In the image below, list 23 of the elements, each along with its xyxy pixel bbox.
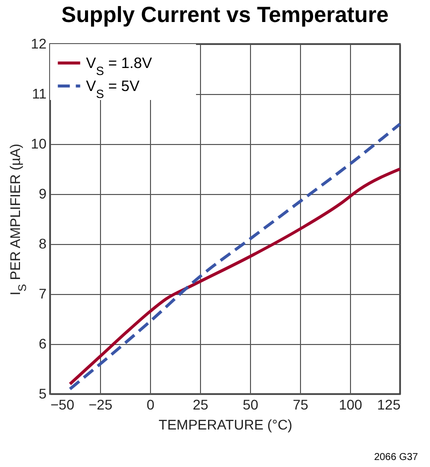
y-tick-label: 9: [38, 186, 47, 202]
y-tick-label: 10: [30, 136, 47, 152]
line-series: [68, 168, 402, 386]
y-tick-label: 7: [38, 286, 47, 302]
legend-label: V$_{S}$ = 1.8V: [86, 55, 152, 78]
x-tick-label: 50: [242, 396, 258, 412]
chart-title: Supply Current vs Temperature: [61, 2, 389, 27]
y-tick-label: 12: [30, 36, 47, 52]
x-tick-label: 25: [192, 396, 208, 412]
text: 2066 G37: [374, 452, 418, 463]
x-tick-label: 75: [292, 396, 308, 412]
x-tick-label: 125: [377, 396, 401, 412]
x-tick-label: 0: [146, 396, 155, 412]
x-tick-label: −50: [50, 396, 74, 412]
line-series: [68, 122, 402, 390]
y-tick-label: 8: [38, 236, 47, 252]
legend-label: V$_{S}$ = 5V: [86, 78, 140, 101]
x-tick-label: 100: [338, 396, 362, 412]
y-tick-label: 6: [38, 336, 47, 352]
x-tick-label: −25: [88, 396, 113, 412]
y-tick-label: 11: [32, 86, 47, 102]
y-tick-label: 5: [38, 386, 47, 402]
x-axis-title: TEMPERATURE (°C): [158, 416, 292, 432]
